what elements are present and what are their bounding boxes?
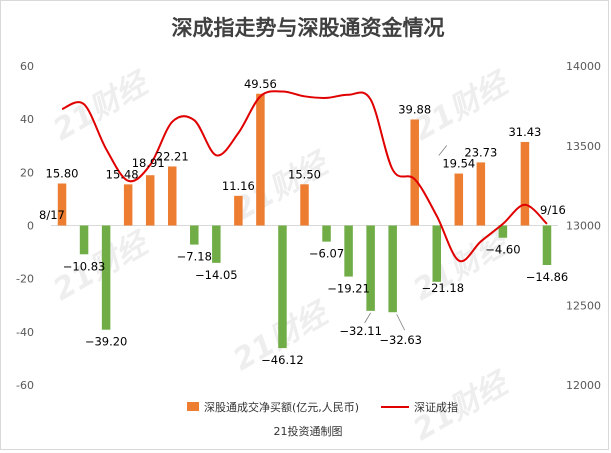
bar-data-label: 49.56 (244, 77, 277, 91)
label-leaders (364, 145, 448, 331)
left-axis: 60 40 20 0 -20 -40 -60 (16, 60, 34, 392)
legend-line-label: 深证成指 (414, 400, 458, 414)
bar (542, 225, 552, 266)
legend-bar-swatch (187, 402, 199, 411)
bar-data-label: −10.83 (63, 259, 106, 273)
bar-data-label: 23.73 (464, 145, 497, 159)
bar (300, 184, 309, 226)
bar-data-label: −32.63 (379, 333, 422, 347)
leader-line (364, 312, 371, 324)
bar-series (57, 93, 552, 349)
bar (432, 225, 442, 282)
bar-data-label: 18.91 (132, 156, 165, 170)
right-axis-tick: 14000 (566, 60, 601, 73)
bar (234, 195, 243, 226)
bar (454, 173, 464, 226)
leader-line (396, 314, 406, 331)
bar-data-label: −7.18 (177, 250, 212, 264)
left-axis-tick: 20 (20, 166, 34, 179)
index-line (61, 90, 548, 263)
right-axis: 14000 13500 13000 12500 12000 (566, 60, 601, 392)
watermark-text: 21财经 (48, 65, 157, 148)
left-axis-tick: 0 (27, 220, 34, 233)
bar-data-label: −4.60 (485, 243, 520, 257)
bar (190, 225, 199, 245)
bar-data-label: 11.16 (222, 179, 255, 193)
bar-data-label: −14.05 (195, 268, 238, 282)
bar (476, 162, 486, 226)
bar-data-label: 15.48 (106, 167, 139, 181)
bar (410, 119, 419, 226)
left-axis-tick: -20 (16, 273, 34, 286)
bar (145, 175, 155, 226)
right-axis-tick: 12000 (566, 379, 601, 392)
bar (167, 166, 177, 226)
bar (123, 184, 133, 226)
bar (344, 225, 353, 277)
right-axis-tick: 12500 (566, 299, 601, 312)
bar-data-label: −21.18 (421, 281, 464, 295)
left-axis-tick: -60 (16, 379, 34, 392)
bar (498, 225, 508, 238)
bar (256, 93, 265, 226)
bar (212, 225, 221, 263)
bar-data-label: 19.54 (442, 157, 475, 171)
bar-data-label: −32.11 (339, 324, 382, 338)
chart-credit: 21投资通制图 (274, 424, 343, 438)
legend-bar-label: 深股通成交净买额(亿元,人民币) (204, 400, 359, 414)
right-axis-tick: 13500 (566, 140, 601, 153)
left-axis-tick: 40 (20, 113, 34, 126)
bar (57, 183, 67, 226)
bar (322, 225, 331, 242)
bar-data-label: 31.43 (508, 125, 541, 139)
bar-data-label: −6.07 (309, 247, 344, 261)
bar (366, 225, 375, 311)
end-date-label: 9/16 (540, 203, 566, 217)
left-axis-tick: -40 (16, 326, 34, 339)
start-date-label: 8/17 (39, 208, 65, 222)
bar-data-label: −46.12 (261, 353, 304, 367)
leader-line (438, 145, 448, 156)
bar (79, 225, 89, 255)
bar-data-label: 15.50 (288, 167, 321, 181)
bar (101, 225, 111, 330)
bar-data-label: −14.86 (526, 270, 569, 284)
legend: 深股通成交净买额(亿元,人民币) 深证成指 (187, 400, 458, 414)
bar-data-label: 15.80 (46, 166, 79, 180)
bar-data-label: 22.21 (156, 149, 189, 163)
chart-title: 深成指走势与深股通资金情况 (172, 16, 445, 40)
bar-data-label: 39.88 (398, 102, 431, 116)
bar (278, 225, 287, 349)
left-axis-tick: 60 (20, 60, 34, 73)
right-axis-tick: 13000 (566, 220, 601, 233)
bar-data-label: −19.21 (327, 282, 370, 296)
bar-data-label: −39.20 (85, 335, 128, 349)
bar (388, 225, 397, 313)
bar (520, 141, 530, 226)
